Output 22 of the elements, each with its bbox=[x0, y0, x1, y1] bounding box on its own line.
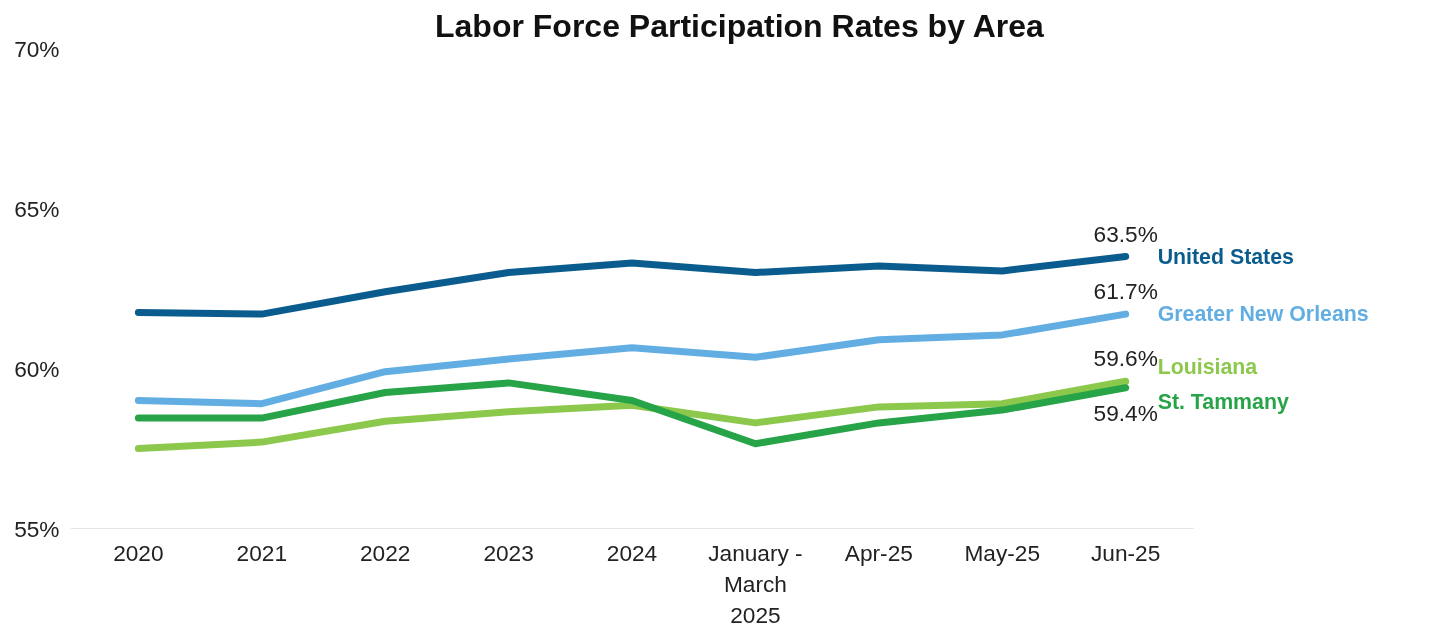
x-tick-label: May-25 bbox=[964, 539, 1041, 566]
x-tick-label: 2021 bbox=[236, 539, 287, 566]
x-tick-label: 2023 bbox=[483, 539, 534, 566]
x-tick-label: January - March 2025 bbox=[708, 539, 803, 628]
series-label: Greater New Orleans bbox=[1157, 302, 1369, 327]
data-label: 63.5% bbox=[1093, 220, 1158, 247]
data-label: 61.7% bbox=[1093, 278, 1158, 305]
x-tick-label: Apr-25 bbox=[844, 539, 913, 566]
x-tick-label: 2020 bbox=[113, 539, 164, 566]
data-label: 59.4% bbox=[1093, 399, 1158, 426]
y-tick-label: 55% bbox=[14, 515, 60, 542]
x-tick-label: 2024 bbox=[606, 539, 658, 566]
chart-title: Labor Force Participation Rates by Area bbox=[435, 7, 1044, 44]
x-tick-label: 2022 bbox=[360, 539, 411, 566]
data-label: 59.6% bbox=[1093, 345, 1158, 372]
series-label: Louisiana bbox=[1157, 355, 1258, 380]
y-tick-label: 70% bbox=[14, 35, 60, 62]
y-tick-label: 60% bbox=[14, 355, 60, 382]
series-label: United States bbox=[1157, 244, 1294, 269]
series-label: St. Tammany bbox=[1157, 389, 1289, 414]
y-tick-label: 65% bbox=[14, 195, 60, 222]
x-tick-label: Jun-25 bbox=[1091, 539, 1161, 566]
